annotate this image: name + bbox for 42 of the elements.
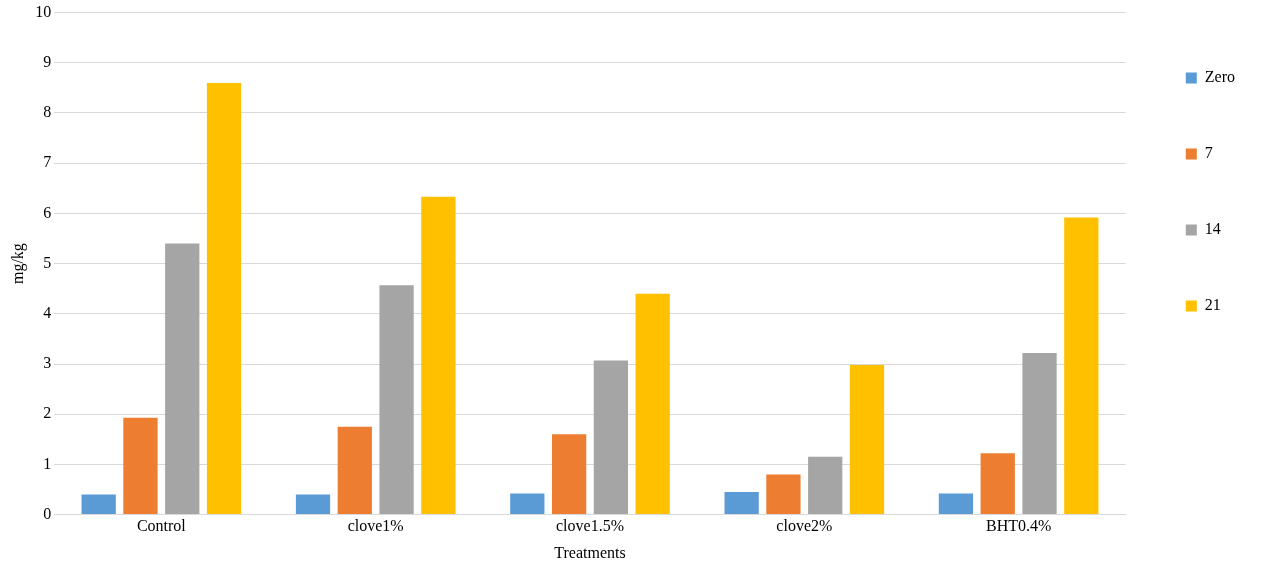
x-tick-label: Control xyxy=(136,517,187,535)
bar xyxy=(81,494,116,515)
bar xyxy=(295,494,331,515)
y-tick-label: 7 xyxy=(43,153,52,171)
legend-label: 14 xyxy=(1204,220,1221,238)
legend-label: 21 xyxy=(1204,296,1221,314)
y-axis-title: mg/kg xyxy=(8,243,27,285)
y-tick-label: 1 xyxy=(43,454,52,472)
bar xyxy=(593,360,629,515)
bar xyxy=(206,82,242,515)
y-tick-label: 6 xyxy=(43,203,52,221)
bar xyxy=(724,492,759,515)
y-tick-label: 9 xyxy=(43,53,52,70)
bar xyxy=(1022,352,1057,515)
x-tick-label: clove2% xyxy=(776,517,833,535)
bar xyxy=(1064,217,1099,515)
bar xyxy=(849,365,885,515)
y-tick-label: 4 xyxy=(43,304,52,321)
x-tick-label: clove1.5% xyxy=(556,517,624,535)
bar xyxy=(337,426,372,515)
y-tick-label: 3 xyxy=(43,354,52,372)
bar xyxy=(123,417,158,515)
y-tick-label: 2 xyxy=(43,404,52,422)
bar xyxy=(766,474,801,515)
y-tick-label: 8 xyxy=(43,103,52,121)
x-tick-label: BHT0.4% xyxy=(985,517,1052,535)
bar xyxy=(510,493,545,515)
bar xyxy=(938,493,974,515)
y-tick-label: 0 xyxy=(43,504,52,522)
bar xyxy=(551,434,587,515)
legend-label: Zero xyxy=(1204,68,1235,86)
bar xyxy=(808,456,843,515)
y-tick-label: 10 xyxy=(35,2,52,20)
y-tick-label: 5 xyxy=(43,253,52,271)
bar xyxy=(635,293,670,515)
bar xyxy=(379,285,414,515)
legend-label: 7 xyxy=(1204,144,1213,162)
bar xyxy=(165,243,200,515)
bar xyxy=(980,453,1015,515)
bar xyxy=(421,196,456,515)
x-axis-title: Treatments xyxy=(554,543,626,561)
x-tick-label: clove1% xyxy=(347,517,404,535)
